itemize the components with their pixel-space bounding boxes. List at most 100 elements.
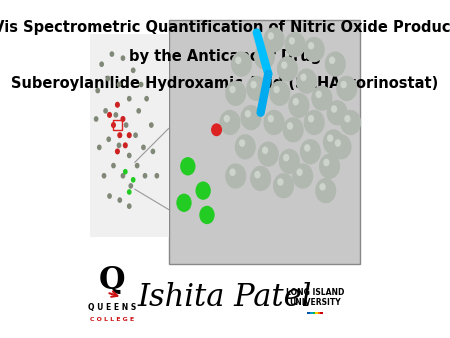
Text: UNIVERSITY: UNIVERSITY bbox=[289, 298, 341, 307]
Circle shape bbox=[288, 93, 310, 118]
Circle shape bbox=[195, 182, 211, 200]
Circle shape bbox=[106, 76, 110, 81]
Circle shape bbox=[199, 206, 215, 224]
Circle shape bbox=[274, 86, 280, 93]
Bar bbox=[307, 312, 310, 314]
Circle shape bbox=[136, 108, 141, 114]
Circle shape bbox=[268, 115, 274, 122]
Circle shape bbox=[131, 177, 135, 183]
Circle shape bbox=[154, 173, 159, 178]
Circle shape bbox=[323, 159, 329, 166]
Circle shape bbox=[315, 178, 336, 203]
Circle shape bbox=[121, 116, 126, 122]
Circle shape bbox=[304, 110, 325, 135]
Circle shape bbox=[239, 139, 245, 147]
Circle shape bbox=[336, 76, 357, 101]
Circle shape bbox=[144, 96, 149, 101]
Circle shape bbox=[141, 145, 146, 150]
Circle shape bbox=[95, 88, 100, 93]
Circle shape bbox=[127, 189, 131, 195]
Bar bbox=[318, 312, 320, 314]
FancyBboxPatch shape bbox=[169, 20, 360, 264]
Circle shape bbox=[230, 86, 236, 93]
Circle shape bbox=[289, 37, 295, 45]
Circle shape bbox=[99, 62, 104, 67]
Text: Ishita Patel: Ishita Patel bbox=[138, 282, 312, 313]
Circle shape bbox=[240, 105, 261, 130]
Circle shape bbox=[297, 168, 303, 176]
Circle shape bbox=[103, 108, 108, 114]
Circle shape bbox=[121, 173, 125, 178]
Circle shape bbox=[225, 81, 246, 106]
Circle shape bbox=[117, 143, 122, 148]
Circle shape bbox=[235, 56, 242, 64]
Circle shape bbox=[296, 69, 317, 94]
Circle shape bbox=[106, 137, 111, 142]
Circle shape bbox=[304, 37, 325, 62]
Circle shape bbox=[121, 55, 125, 61]
Circle shape bbox=[115, 148, 120, 154]
Bar bbox=[313, 312, 315, 314]
Text: Q: Q bbox=[99, 265, 126, 296]
Circle shape bbox=[151, 149, 155, 154]
Circle shape bbox=[315, 91, 322, 98]
Circle shape bbox=[300, 74, 306, 81]
Circle shape bbox=[320, 183, 326, 191]
Text: Suberoylanilide Hydroxamic Acid (SAHA,vorinostat): Suberoylanilide Hydroxamic Acid (SAHA,vo… bbox=[11, 76, 439, 91]
Circle shape bbox=[117, 82, 122, 87]
Circle shape bbox=[180, 157, 195, 175]
Circle shape bbox=[335, 139, 341, 147]
Circle shape bbox=[133, 132, 138, 138]
Circle shape bbox=[113, 112, 118, 118]
Circle shape bbox=[273, 173, 294, 198]
Circle shape bbox=[327, 100, 348, 125]
Circle shape bbox=[254, 44, 275, 69]
Circle shape bbox=[124, 122, 128, 128]
Circle shape bbox=[277, 56, 298, 81]
Circle shape bbox=[149, 122, 154, 128]
Circle shape bbox=[235, 134, 256, 160]
Circle shape bbox=[254, 171, 261, 178]
Circle shape bbox=[281, 62, 288, 69]
Circle shape bbox=[224, 115, 230, 122]
Circle shape bbox=[287, 122, 293, 130]
Circle shape bbox=[111, 122, 116, 128]
Circle shape bbox=[131, 68, 135, 73]
Circle shape bbox=[220, 110, 240, 135]
Circle shape bbox=[262, 147, 268, 154]
Circle shape bbox=[279, 149, 300, 174]
Circle shape bbox=[246, 76, 267, 101]
Circle shape bbox=[127, 203, 131, 209]
Bar bbox=[113, 120, 122, 130]
Circle shape bbox=[117, 132, 122, 138]
Text: C O L L E G E: C O L L E G E bbox=[90, 317, 135, 322]
Circle shape bbox=[97, 145, 102, 150]
Circle shape bbox=[143, 173, 148, 178]
Circle shape bbox=[127, 153, 131, 158]
Circle shape bbox=[176, 194, 192, 212]
Circle shape bbox=[250, 166, 271, 191]
Circle shape bbox=[225, 163, 246, 189]
Circle shape bbox=[107, 112, 112, 118]
Bar bbox=[310, 312, 313, 314]
Circle shape bbox=[123, 142, 128, 148]
Circle shape bbox=[263, 110, 284, 135]
Circle shape bbox=[331, 105, 337, 113]
Circle shape bbox=[231, 51, 252, 77]
Circle shape bbox=[340, 110, 361, 135]
Circle shape bbox=[258, 142, 279, 167]
Circle shape bbox=[230, 168, 236, 176]
Circle shape bbox=[330, 134, 351, 160]
Circle shape bbox=[292, 98, 299, 105]
Text: Q U E E N S: Q U E E N S bbox=[88, 303, 136, 312]
Circle shape bbox=[123, 169, 128, 174]
FancyBboxPatch shape bbox=[90, 34, 169, 237]
Circle shape bbox=[308, 42, 314, 49]
Circle shape bbox=[344, 115, 351, 122]
Circle shape bbox=[94, 116, 99, 122]
Circle shape bbox=[263, 27, 284, 52]
Circle shape bbox=[283, 154, 289, 162]
Bar bbox=[315, 312, 318, 314]
Circle shape bbox=[304, 144, 310, 152]
Circle shape bbox=[117, 197, 122, 203]
